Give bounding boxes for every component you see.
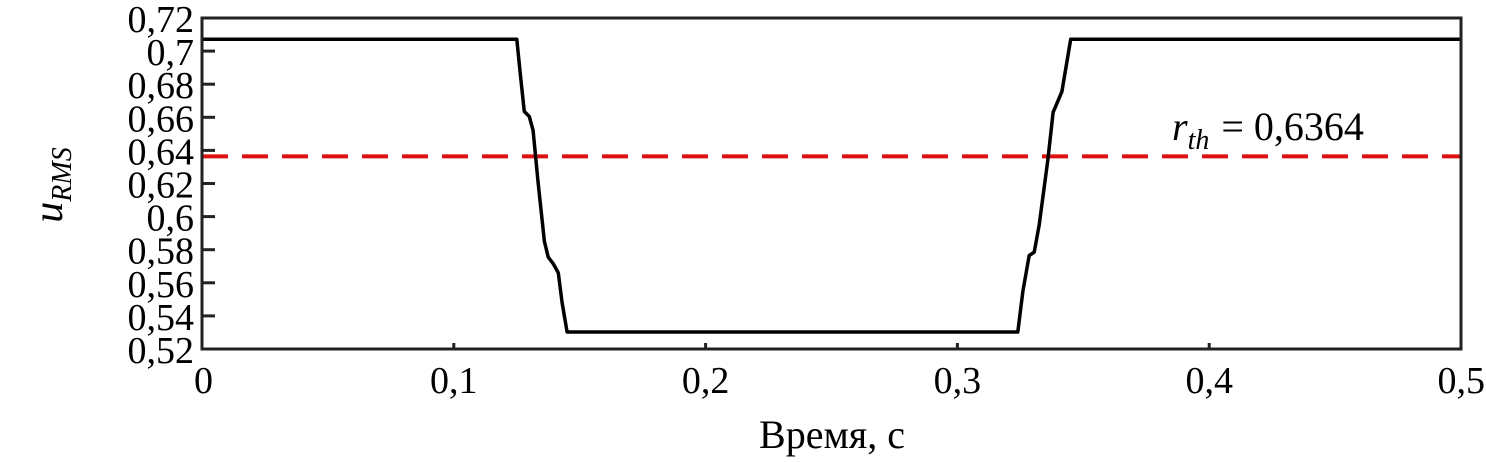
y-tick-label: 0,6 [147,198,195,240]
y-tick-label: 0,56 [128,264,195,306]
plot-frame [200,16,1463,351]
x-tick-label: 0 [194,360,213,402]
series-line [202,37,1461,334]
y-axis-label-symbol: u [26,202,72,223]
threshold-symbol: r [1172,104,1188,149]
threshold-value: = 0,6364 [1221,104,1364,149]
threshold-label: rth = 0,6364 [1172,104,1364,156]
x-tick-label: 0,1 [430,360,478,402]
y-tick-label: 0,58 [128,231,195,273]
y-tick-label: 0,54 [128,297,195,339]
y-tick-label: 0,66 [128,98,195,140]
y-tick-label: 0,72 [128,0,195,41]
y-axis-ticks: 0,520,540,560,580,60,620,640,660,680,70,… [128,0,215,372]
y-axis-label: uRMS [26,147,78,222]
y-tick-label: 0,62 [128,165,195,207]
x-tick-label: 0,5 [1438,360,1486,402]
y-tick-label: 0,68 [128,65,195,107]
y-tick-label: 0,64 [128,131,195,173]
y-tick-label: 0,52 [128,330,195,372]
x-tick-label: 0,2 [682,360,730,402]
x-axis-label: Время, с [759,412,905,457]
y-tick-label: 0,7 [147,32,195,74]
threshold-subscript: th [1188,125,1210,156]
x-axis-ticks: 0 0,1 0,2 0,3 0,4 0,5 [194,343,1485,402]
x-tick-label: 0,4 [1185,360,1233,402]
x-tick-label: 0,3 [934,360,982,402]
y-axis-label-subscript: RMS [47,147,78,202]
